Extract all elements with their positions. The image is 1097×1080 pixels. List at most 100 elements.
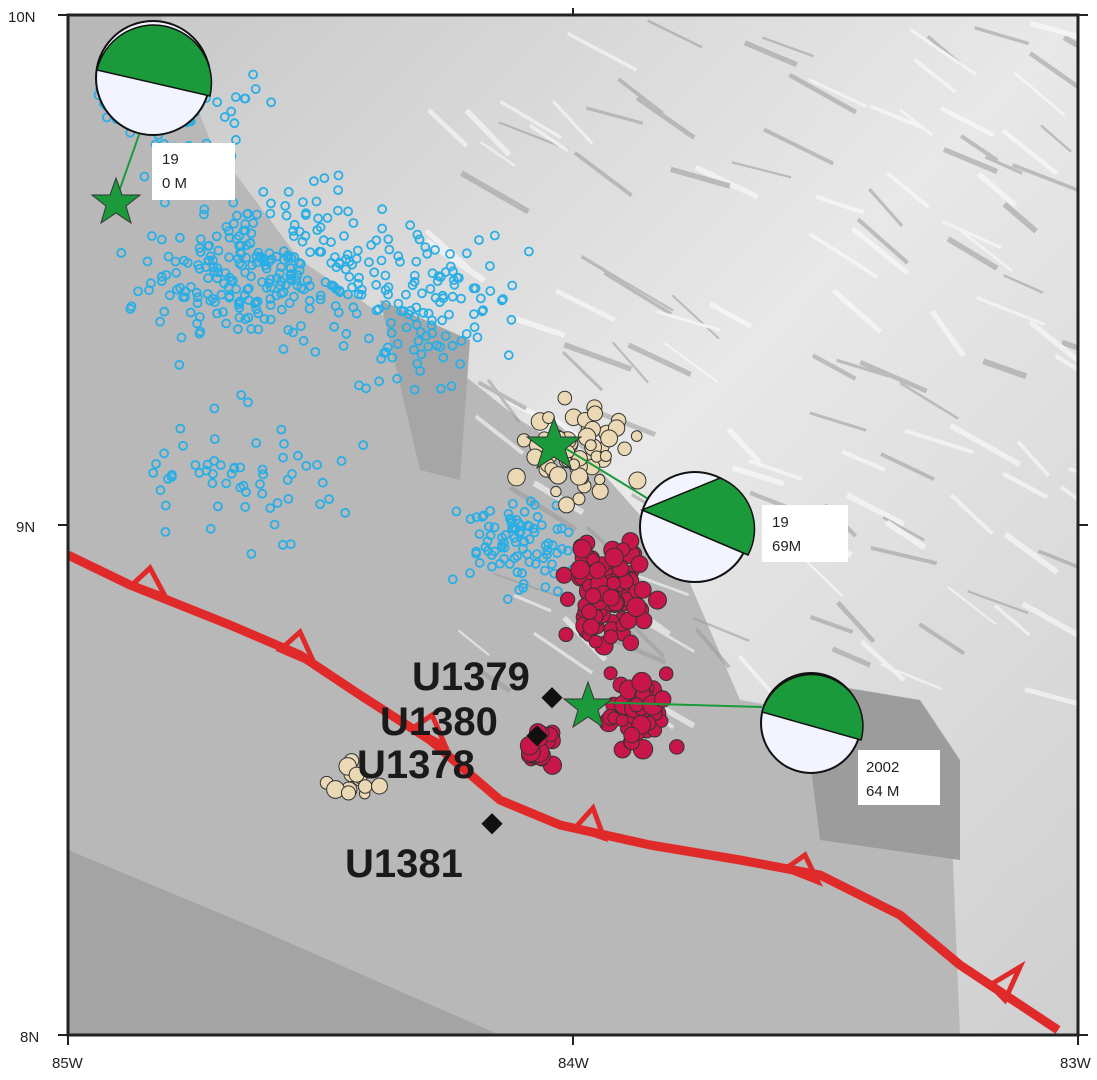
- event-point-cyan: [294, 257, 304, 268]
- event-point-cyan: [213, 245, 224, 256]
- event-point-cyan: [205, 295, 216, 306]
- event-point-cyan: [465, 568, 475, 578]
- lat-label-mid: 9N: [16, 519, 35, 536]
- event-point-cyan: [263, 278, 274, 289]
- event-point-cyan: [221, 478, 232, 489]
- event-point-cyan: [318, 235, 329, 246]
- event-point-cyan: [412, 229, 423, 240]
- event-point-cyan: [418, 307, 429, 318]
- event-point-cyan: [194, 263, 205, 274]
- event-point-tan: [557, 390, 573, 406]
- event-point-cyan: [400, 289, 411, 300]
- event-point-cyan: [456, 336, 467, 346]
- event-point-cyan: [288, 327, 299, 338]
- event-point-cyan: [334, 257, 345, 268]
- event-point-cyan: [280, 200, 291, 211]
- event-point-cyan: [524, 246, 534, 257]
- event-point-cyan: [383, 234, 394, 245]
- event-point-cyan: [163, 251, 174, 262]
- event-point-cyan: [190, 460, 201, 470]
- event-point-cyan: [451, 506, 462, 517]
- event-point-cyan: [471, 512, 482, 522]
- event-point-cyan: [263, 257, 274, 268]
- event-point-red: [622, 634, 640, 652]
- event-point-cyan: [239, 93, 250, 104]
- trench-tooth: [128, 563, 171, 601]
- site-marker-u1379: [541, 687, 563, 709]
- event-point-red: [631, 671, 653, 693]
- event-point-cyan: [288, 231, 299, 242]
- event-point-cyan: [540, 582, 551, 592]
- event-point-cyan: [212, 308, 223, 319]
- event-point-cyan: [194, 328, 205, 339]
- event-point-cyan: [485, 505, 496, 516]
- event-point-cyan: [207, 293, 218, 304]
- event-point-cyan: [284, 298, 295, 308]
- event-point-red: [555, 566, 573, 584]
- event-point-red: [570, 559, 591, 580]
- event-point-cyan: [266, 198, 276, 209]
- event-point-cyan: [238, 480, 249, 491]
- event-point-cyan: [347, 282, 358, 293]
- event-point-cyan: [305, 247, 316, 258]
- event-point-cyan: [517, 568, 527, 579]
- event-point-cyan: [317, 477, 328, 488]
- event-point-cyan: [498, 538, 509, 548]
- event-point-cyan: [518, 582, 529, 593]
- event-point-cyan: [409, 270, 420, 281]
- event-point-cyan: [489, 546, 500, 557]
- event-point-cyan: [139, 171, 150, 182]
- event-point-cyan: [297, 197, 308, 208]
- event-point-cyan: [356, 289, 367, 300]
- event-point-cyan: [156, 234, 167, 245]
- event-point-cyan: [218, 307, 228, 317]
- event-point-cyan: [216, 289, 227, 300]
- trench-tooth: [408, 711, 451, 751]
- event-point-cyan: [277, 539, 288, 550]
- event-point-cyan: [236, 390, 247, 400]
- event-point-cyan: [209, 266, 220, 277]
- event-point-cyan: [313, 213, 324, 224]
- lon-label-mid: 84W: [558, 1055, 590, 1072]
- event-point-red: [604, 547, 625, 568]
- event-point-cyan: [507, 280, 518, 291]
- event-point-cyan: [265, 293, 276, 304]
- event-point-tan: [569, 467, 589, 486]
- event-point-cyan: [489, 230, 500, 241]
- event-point-cyan: [395, 256, 405, 267]
- event-point-cyan: [474, 235, 484, 245]
- beachball-1: [95, 20, 213, 136]
- event-point-cyan: [229, 118, 240, 129]
- beachball-3: [760, 672, 864, 774]
- event-point-cyan: [171, 267, 182, 278]
- trench-tooth: [275, 627, 320, 670]
- event-point-cyan: [377, 223, 388, 234]
- event-point-cyan: [371, 279, 382, 290]
- event-point-cyan: [265, 314, 276, 325]
- event-point-cyan: [557, 544, 567, 554]
- event-point-cyan: [415, 326, 426, 337]
- event-point-cyan: [250, 84, 261, 94]
- tick-marks: [58, 8, 1088, 1045]
- event-point-cyan: [376, 255, 387, 266]
- event-point-cyan: [202, 459, 213, 470]
- event-point-tan: [550, 485, 562, 498]
- trench-tooth: [570, 803, 609, 843]
- event-point-cyan: [319, 173, 330, 184]
- event-point-cyan: [199, 204, 210, 215]
- event-point-cyan: [219, 112, 230, 122]
- seismicity-points: [93, 39, 685, 801]
- event-point-cyan: [125, 303, 136, 314]
- event-point-cyan: [445, 249, 455, 259]
- event-point-cyan: [485, 530, 496, 541]
- event-point-cyan: [178, 440, 189, 451]
- event-point-cyan: [261, 282, 272, 293]
- event-point-cyan: [336, 455, 347, 466]
- event-point-tan: [628, 471, 647, 490]
- event-point-cyan: [483, 521, 494, 532]
- event-point-cyan: [192, 298, 203, 309]
- event-point-cyan: [407, 280, 418, 291]
- event-point-cyan: [276, 276, 287, 287]
- event-point-red: [630, 555, 649, 574]
- event-point-cyan: [283, 325, 294, 335]
